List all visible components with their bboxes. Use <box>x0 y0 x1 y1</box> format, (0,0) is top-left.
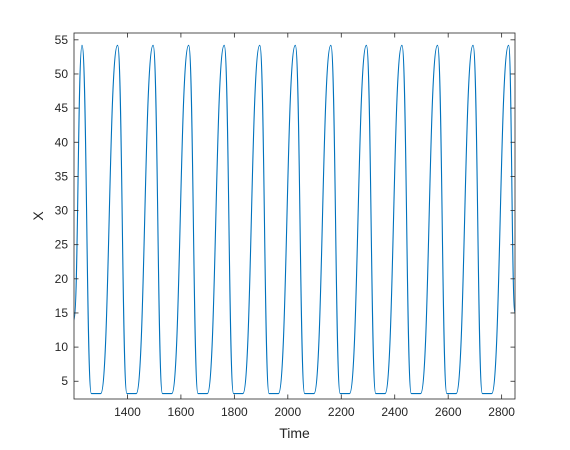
y-axis-label: X <box>30 211 46 221</box>
series-layer <box>73 44 516 395</box>
y-tick-label: 20 <box>55 272 69 286</box>
x-tick-label: 1800 <box>221 405 248 419</box>
x-tick-label: 2000 <box>274 405 301 419</box>
plot-area <box>74 33 515 399</box>
axes-box <box>73 32 516 400</box>
x-tick-label: 1400 <box>114 405 141 419</box>
y-tick-label: 45 <box>55 101 69 115</box>
y-tick-label: 5 <box>61 374 68 388</box>
x-tick-label: 2600 <box>435 405 462 419</box>
y-tick-label: 50 <box>55 67 69 81</box>
y-tick-label: 40 <box>55 135 69 149</box>
axes-layer: 1400 1600 1800 2000 2200 2400 2600 2800 5 10 15 20 2… <box>55 32 516 419</box>
y-tick-label: 55 <box>55 33 69 47</box>
y-tick-label: 30 <box>55 204 69 218</box>
x-tick-label: 2800 <box>488 405 515 419</box>
x-axis-label: Time <box>279 425 310 441</box>
y-tick-label: 35 <box>55 169 69 183</box>
y-tick-label: 25 <box>55 238 69 252</box>
y-tick-label: 15 <box>55 306 69 320</box>
x-tick-label: 2200 <box>328 405 355 419</box>
x-tick-label: 2400 <box>381 405 408 419</box>
x-tick-label: 1600 <box>168 405 195 419</box>
y-tick-label: 10 <box>55 340 69 354</box>
series-line-0 <box>73 44 516 395</box>
